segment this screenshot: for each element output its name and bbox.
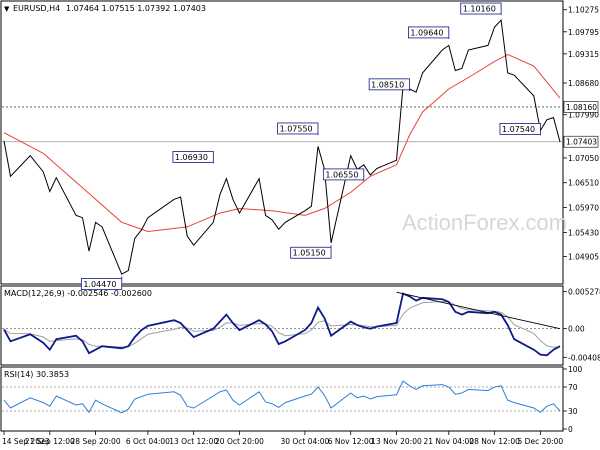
macd-tick-label: 0.00 xyxy=(568,325,585,334)
rsi-tick-label: 70 xyxy=(568,383,578,392)
price-annotation: 1.09640 xyxy=(407,26,450,39)
annotation-box xyxy=(290,246,332,259)
annotation-label: 1.10160 xyxy=(463,5,496,14)
annotation-label: 1.06550 xyxy=(325,170,358,179)
price-tick-label: 1.09315 xyxy=(568,50,599,59)
annotation-box xyxy=(80,278,123,290)
rsi-tick-label: 30 xyxy=(568,407,578,416)
price-line xyxy=(3,18,561,275)
annotation-label: 1.04470 xyxy=(83,280,116,289)
macd-trendline xyxy=(396,291,561,330)
macd-line xyxy=(3,292,561,357)
time-tick-label: 28 Sep 20:00 xyxy=(71,437,121,446)
annotation-box xyxy=(277,122,319,135)
time-tick-label: 21 Nov 04:00 xyxy=(424,437,475,446)
price-annotation: 1.10160 xyxy=(460,2,502,16)
annotation-label: 1.09640 xyxy=(410,28,443,37)
moving-average-line xyxy=(3,53,561,233)
watermark: ActionForex.com xyxy=(402,210,567,235)
current-price-tag-box xyxy=(563,135,599,148)
time-tick-label: 6 Nov 12:00 xyxy=(328,437,374,446)
rsi-tick-label: 0 xyxy=(568,425,573,434)
time-tick-label: 21 Sep 12:00 xyxy=(25,437,75,446)
price-tick-label: 1.06510 xyxy=(568,179,599,188)
rsi-tick-label: 100 xyxy=(568,365,583,374)
time-tick-label: 5 Dec 20:00 xyxy=(518,437,564,446)
annotation-box xyxy=(460,2,502,15)
macd-label: MACD(12,26,9) -0.002546 -0.002600 xyxy=(4,289,152,298)
time-tick-label: 20 Oct 20:00 xyxy=(215,437,264,446)
price-annotation: 1.05150 xyxy=(290,245,332,259)
price-annotation: 1.04470 xyxy=(80,276,123,290)
chart-symbol-label: EURUSD,H4 xyxy=(13,4,60,13)
price-tick-label: 1.05970 xyxy=(568,204,599,213)
price-tick-label: 1.10275 xyxy=(568,6,599,15)
rsi-line xyxy=(3,380,561,414)
annotation-label: 1.06930 xyxy=(175,153,208,162)
rsi-panel-frame xyxy=(0,366,564,432)
time-tick-label: 6 Oct 04:00 xyxy=(126,437,170,446)
price-tick-label: 1.07050 xyxy=(568,154,599,163)
time-tick-label: 28 Nov 12:00 xyxy=(469,437,520,446)
price-tick-label: 1.07990 xyxy=(568,111,599,120)
annotation-box xyxy=(499,123,541,135)
macd-tick-label: 0.005278 xyxy=(568,288,600,297)
level-tag-box xyxy=(563,101,599,113)
time-tick-label: 14 Sep 2023 xyxy=(2,437,50,446)
level-tag: 1.08160 xyxy=(563,101,599,113)
price-tick-label: 1.04905 xyxy=(568,252,599,261)
time-tick-label: 13 Nov 20:00 xyxy=(371,437,422,446)
macd-tick-label: -0.004087 xyxy=(568,353,600,362)
price-panel-frame xyxy=(0,0,564,285)
annotation-label: 1.05150 xyxy=(293,249,326,258)
macd-signal-line xyxy=(3,300,561,348)
annotation-box xyxy=(172,151,214,163)
price-annotation: 1.07540 xyxy=(499,123,541,136)
current-price-tag-label: 1.07403 xyxy=(566,138,597,147)
current-price-tag: 1.07403 xyxy=(563,135,599,148)
annotation-label: 1.07540 xyxy=(502,125,535,134)
macd-panel-frame xyxy=(0,285,564,366)
chart-symbol-arrow: ▼ xyxy=(4,5,10,13)
price-annotation: 1.06550 xyxy=(322,168,365,181)
level-tag-label: 1.08160 xyxy=(566,103,597,112)
time-tick-label: 30 Oct 04:00 xyxy=(280,437,329,446)
annotation-box xyxy=(407,26,450,39)
price-annotation: 1.07550 xyxy=(277,122,319,135)
chart-ohlc-label: 1.07464 1.07515 1.07392 1.07403 xyxy=(66,4,206,13)
annotation-label: 1.07550 xyxy=(280,124,313,133)
price-annotation: 1.06930 xyxy=(172,151,214,164)
price-tick-label: 1.05430 xyxy=(568,228,599,237)
price-annotation: 1.08510 xyxy=(368,78,410,91)
annotation-box xyxy=(368,78,410,91)
price-tick-label: 1.09795 xyxy=(568,28,599,37)
annotation-label: 1.08510 xyxy=(371,80,404,89)
rsi-label: RSI(14) 30.3853 xyxy=(4,370,69,379)
price-tick-label: 1.08680 xyxy=(568,79,599,88)
annotation-box xyxy=(322,168,365,181)
time-tick-label: 13 Oct 12:00 xyxy=(169,437,218,446)
